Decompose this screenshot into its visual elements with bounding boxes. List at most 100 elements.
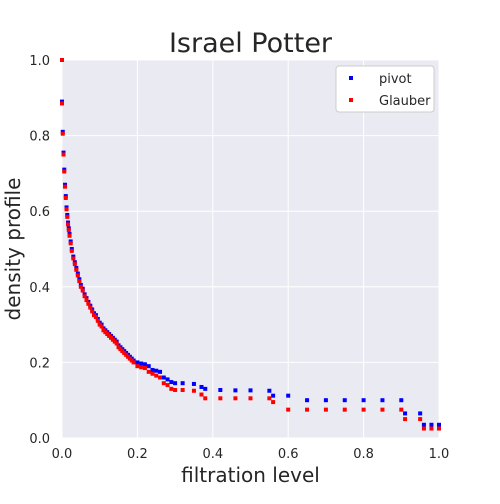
data-point xyxy=(60,101,64,106)
data-point xyxy=(62,169,67,174)
series-glauber xyxy=(60,58,441,431)
data-point xyxy=(191,381,196,386)
data-point xyxy=(99,324,104,329)
data-point xyxy=(218,396,223,401)
data-point xyxy=(67,233,72,238)
data-point xyxy=(158,369,163,374)
data-point xyxy=(63,184,68,189)
data-point xyxy=(248,388,253,393)
y-tick-label: 1.0 xyxy=(29,54,50,69)
data-point xyxy=(173,387,178,392)
data-point xyxy=(139,365,144,370)
data-point xyxy=(154,373,159,378)
legend-box xyxy=(335,65,435,113)
data-point xyxy=(60,58,64,62)
data-point xyxy=(146,364,151,369)
data-point xyxy=(403,411,408,416)
legend: pivot Glauber xyxy=(335,65,435,113)
data-point xyxy=(399,398,404,403)
x-tick-label: 0.8 xyxy=(353,447,374,462)
data-point xyxy=(233,396,238,401)
x-axis-title: filtration level xyxy=(181,463,320,487)
data-point xyxy=(68,241,73,246)
x-tick-label: 0.4 xyxy=(202,447,223,462)
data-point xyxy=(88,305,93,310)
legend-marker-pivot xyxy=(349,76,353,80)
data-point xyxy=(248,396,253,401)
data-point xyxy=(380,398,385,403)
data-point xyxy=(429,422,434,427)
y-axis-title: density profile xyxy=(1,178,25,321)
data-point xyxy=(93,315,98,320)
data-point xyxy=(403,417,408,422)
data-point xyxy=(286,393,291,398)
y-tick-label: 0.6 xyxy=(29,205,50,220)
data-point xyxy=(69,248,74,253)
data-point xyxy=(271,393,276,398)
y-tick-label: 0.2 xyxy=(29,356,50,371)
data-point xyxy=(418,411,423,416)
data-point xyxy=(75,273,80,278)
data-point xyxy=(342,407,347,412)
data-point xyxy=(323,398,328,403)
data-point xyxy=(180,387,185,392)
data-point xyxy=(80,288,85,293)
data-point xyxy=(150,367,155,372)
data-point xyxy=(169,386,174,391)
legend-marker-glauber xyxy=(349,98,353,102)
plot-area xyxy=(62,60,439,438)
data-point xyxy=(135,360,140,365)
x-tick-label: 0.6 xyxy=(278,447,299,462)
data-point xyxy=(139,361,144,366)
data-points xyxy=(60,58,441,431)
data-point xyxy=(437,426,441,431)
data-point xyxy=(421,422,426,427)
data-point xyxy=(199,392,204,397)
legend-label-pivot: pivot xyxy=(379,72,412,87)
data-point xyxy=(271,400,276,405)
y-tick-label: 0.0 xyxy=(29,432,50,447)
data-point xyxy=(66,222,71,227)
grid-lines xyxy=(61,59,440,439)
data-point xyxy=(380,407,385,412)
data-point xyxy=(65,214,70,219)
data-point xyxy=(203,386,208,391)
data-point xyxy=(78,284,83,289)
data-point xyxy=(323,407,328,412)
data-point xyxy=(77,279,82,284)
data-point xyxy=(180,381,185,386)
data-point xyxy=(429,426,434,431)
data-point xyxy=(286,407,291,412)
data-point xyxy=(305,398,310,403)
data-point xyxy=(74,267,79,272)
x-tick-label: 1.0 xyxy=(429,447,450,462)
data-point xyxy=(161,381,166,386)
data-point xyxy=(114,341,119,346)
data-point xyxy=(131,360,136,365)
data-point xyxy=(90,309,95,314)
data-point xyxy=(161,375,166,380)
data-point xyxy=(165,383,170,388)
data-point xyxy=(95,318,100,323)
data-point xyxy=(63,195,68,200)
y-tick-label: 0.8 xyxy=(29,130,50,145)
data-point xyxy=(66,228,71,233)
data-point xyxy=(165,377,170,382)
data-point xyxy=(146,369,151,374)
data-point xyxy=(199,384,204,389)
data-point xyxy=(158,375,163,380)
data-point xyxy=(169,380,174,385)
data-point xyxy=(418,417,423,422)
x-tick-label: 0.2 xyxy=(127,447,148,462)
data-point xyxy=(61,152,66,157)
data-point xyxy=(86,301,91,306)
data-point xyxy=(64,207,69,212)
data-point xyxy=(173,381,178,386)
y-tick-labels: 0.0 0.2 0.4 0.6 0.8 1.0 xyxy=(29,54,50,447)
data-point xyxy=(267,396,272,401)
data-point xyxy=(203,396,208,401)
x-tick-labels: 0.0 0.2 0.4 0.6 0.8 1.0 xyxy=(52,447,450,462)
data-point xyxy=(142,362,147,367)
